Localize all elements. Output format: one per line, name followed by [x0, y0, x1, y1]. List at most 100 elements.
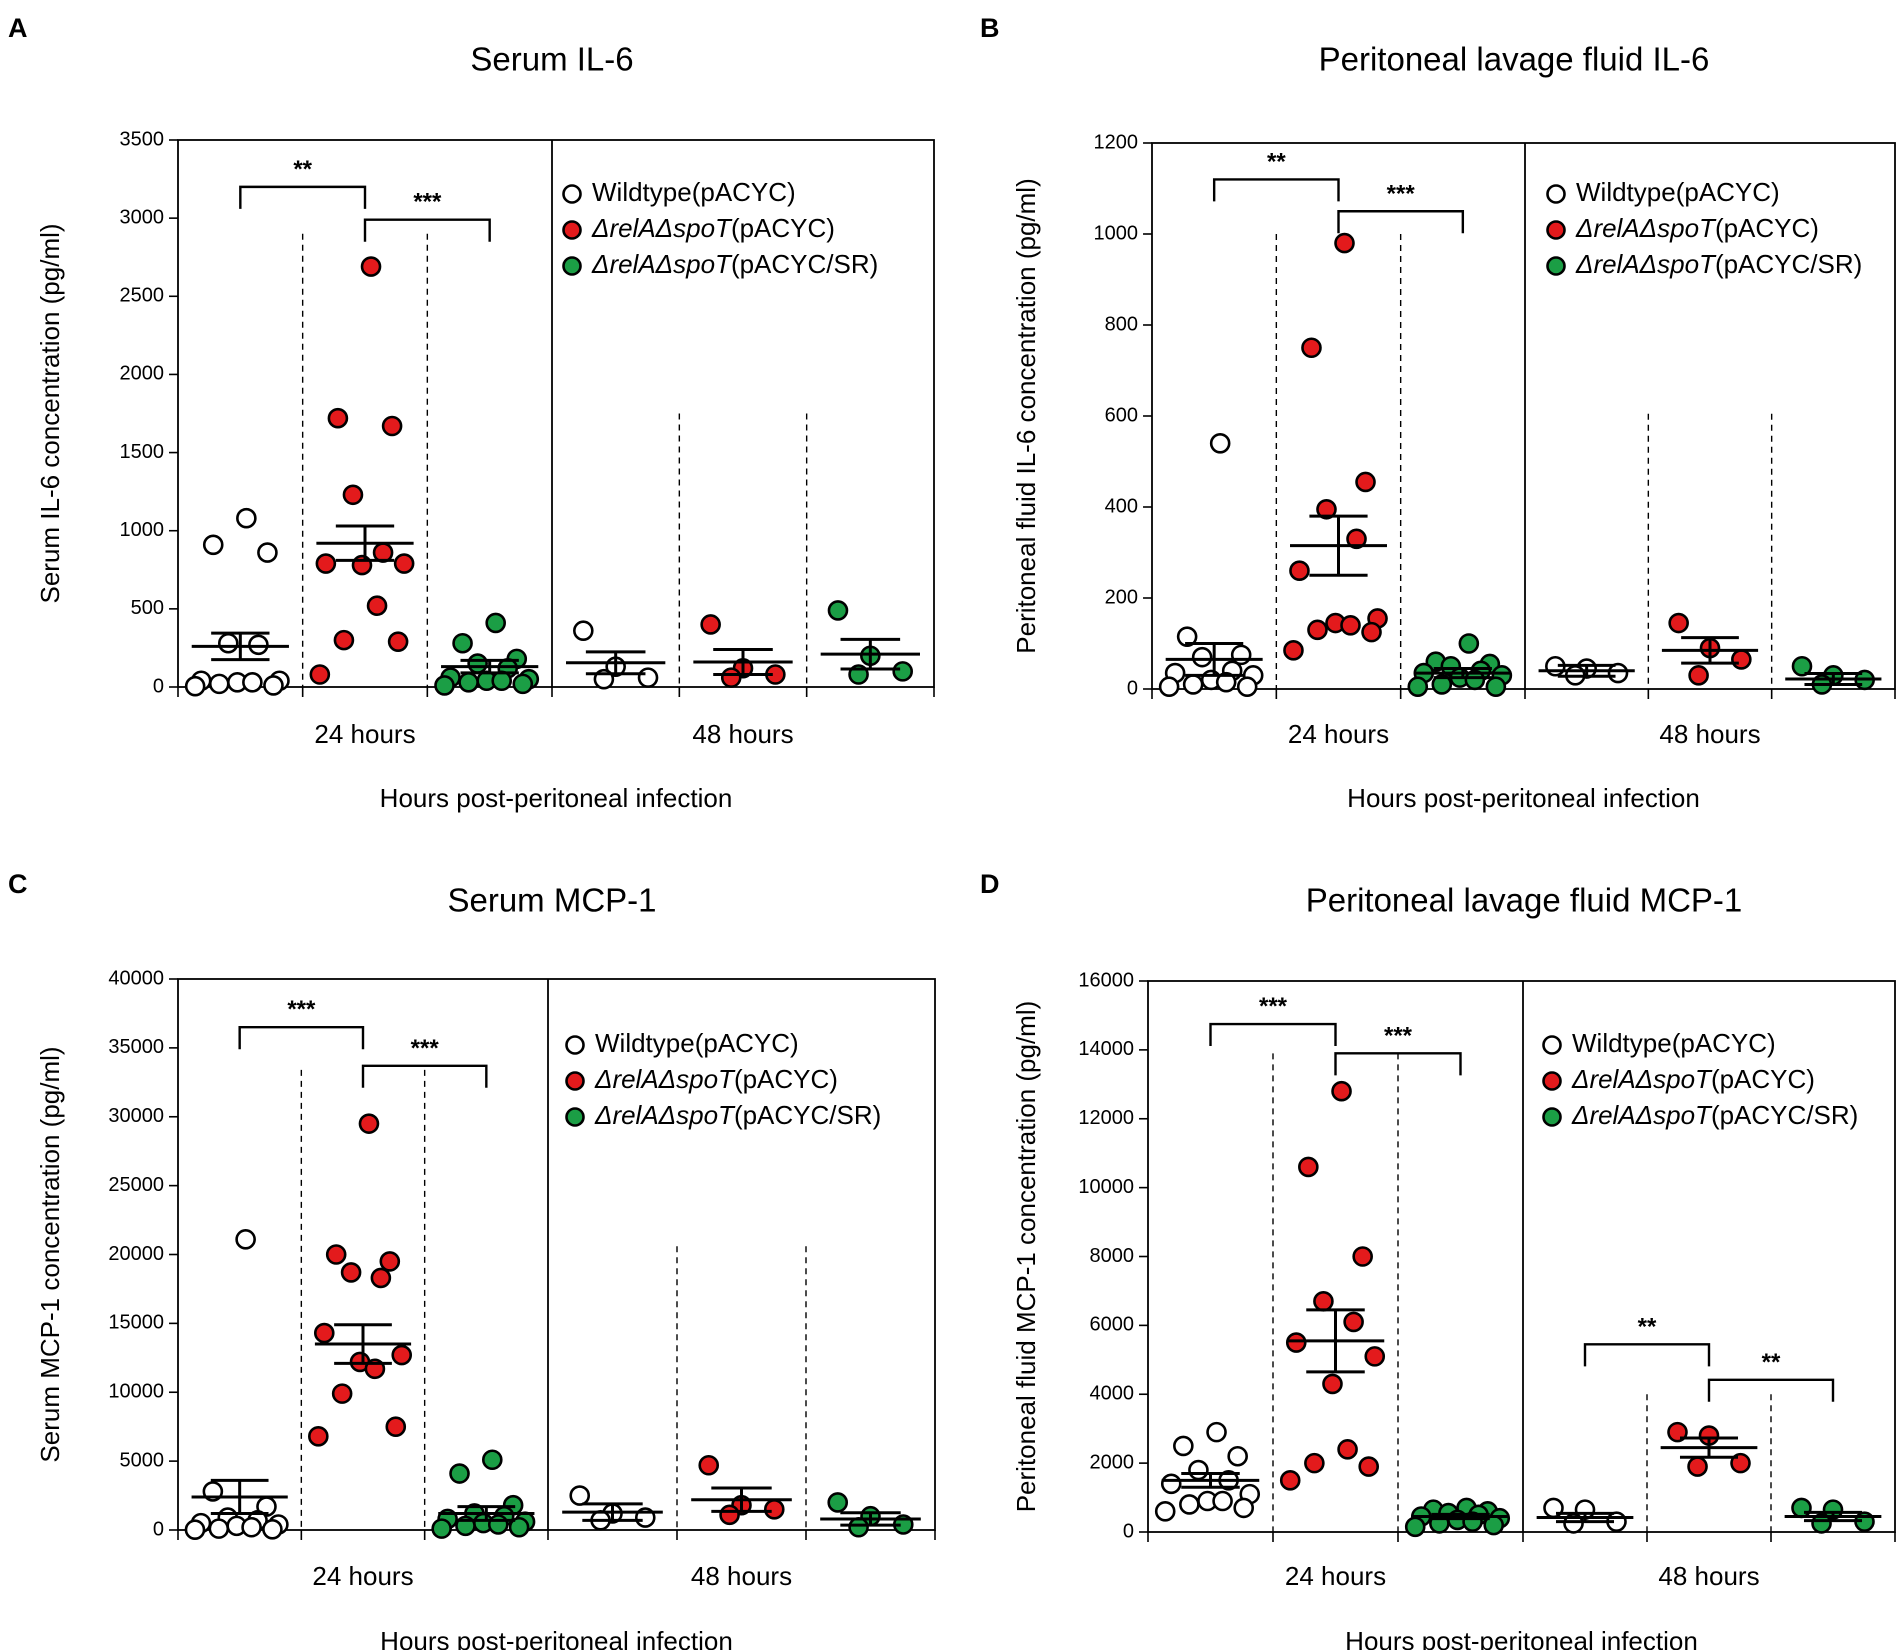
data-point-relA-spoT: [1298, 1156, 1319, 1178]
data-point-relA-spoT: [313, 1322, 335, 1344]
timepoint-label: 24 hours: [312, 1561, 413, 1591]
data-point-relA-spoT: [1301, 337, 1322, 359]
y-tick-label: 2000: [120, 363, 165, 385]
data-point-relA-spoT: [360, 256, 382, 277]
data-point-relA-spoT-sr: [827, 600, 849, 621]
plot-frame: [177, 978, 936, 1531]
timepoint-label: 24 hours: [1285, 1561, 1386, 1591]
significance-label: **: [1762, 1349, 1781, 1376]
data-point-relA-spoT: [325, 1244, 347, 1265]
y-tick-label: 3000: [120, 206, 165, 228]
legend-text-rest: (pACYC): [734, 1064, 838, 1094]
data-point-relA-spoT-sr: [449, 1463, 470, 1484]
legend-text-rest: (pACYC/SR): [1711, 1100, 1858, 1130]
panel-title: Peritoneal lavage fluid IL-6: [1319, 41, 1710, 78]
legend-text-italic: ΔrelAΔspoT: [591, 213, 733, 243]
y-tick-label: 8000: [1090, 1245, 1135, 1267]
data-point-relA-spoT-sr: [1811, 1513, 1832, 1534]
panel-c: C Serum MCP-1 0 5000 10000 15000 20000 25000 300…: [8, 869, 936, 1650]
y-tick-label: 1000: [1094, 222, 1139, 244]
legend-marker-wildtype: [565, 1035, 585, 1055]
data-point-relA-spoT-sr: [458, 672, 479, 693]
data-point-wildtype: [262, 1519, 283, 1540]
data-point-wildtype: [248, 634, 269, 656]
data-point-relA-spoT: [1355, 471, 1376, 493]
data-point-wildtype: [241, 1516, 262, 1538]
legend-marker-relA-spoT: [565, 1071, 585, 1091]
data-point-relA-spoT: [385, 1416, 407, 1437]
data-point-relA-spoT: [358, 1113, 380, 1134]
y-tick-label: 1200: [1094, 131, 1139, 153]
panel-d: D Peritoneal lavage fluid MCP-1 0 2000 4000 6…: [980, 869, 1896, 1650]
data-point-relA-spoT: [309, 664, 331, 685]
data-point-wildtype: [1154, 1501, 1176, 1522]
y-tick-label: 6000: [1090, 1314, 1135, 1336]
y-tick-label: 25000: [108, 1174, 164, 1196]
data-point-relA-spoT-sr: [1464, 669, 1486, 691]
data-point-relA-spoT: [340, 1262, 362, 1283]
legend-text-plain: Wildtype(pACYC): [592, 177, 796, 207]
significance-bracket: [363, 218, 491, 242]
data-point-relA-spoT: [1340, 614, 1361, 636]
data-point-relA-spoT: [700, 614, 721, 635]
data-point-wildtype: [1176, 626, 1198, 647]
legend-marker-relA-spoT-sr: [562, 256, 582, 276]
data-point-relA-spoT: [1285, 1332, 1307, 1353]
data-point-wildtype: [1182, 674, 1204, 695]
data-point-relA-spoT: [1316, 498, 1337, 520]
data-point-relA-spoT-sr: [1791, 1497, 1812, 1519]
data-point-wildtype: [1215, 671, 1237, 693]
data-point-relA-spoT: [719, 1504, 740, 1526]
data-point-relA-spoT-sr: [848, 1516, 869, 1538]
legend-label-relA-spoT-sr: ΔrelAΔspoT(pACYC/SR): [594, 1100, 881, 1130]
data-point-wildtype: [236, 507, 257, 529]
data-point-relA-spoT: [381, 415, 403, 437]
legend-label-relA-spoT: ΔrelAΔspoT(pACYC): [594, 1064, 838, 1094]
data-point-relA-spoT: [366, 595, 388, 617]
legend-label-relA-spoT: ΔrelAΔspoT(pACYC): [1571, 1064, 1815, 1094]
legend-marker-relA-spoT: [1546, 220, 1566, 240]
significance-label: ***: [1387, 180, 1416, 207]
data-point-wildtype: [1158, 676, 1180, 698]
data-point-wildtype: [569, 1485, 591, 1506]
data-point-wildtype: [1173, 1435, 1194, 1457]
y-tick-label: 12000: [1078, 1107, 1134, 1129]
legend-label-relA-spoT: ΔrelAΔspoT(pACYC): [1575, 213, 1819, 243]
data-point-wildtype: [235, 1229, 256, 1250]
legend-label-relA-spoT-sr: ΔrelAΔspoT(pACYC/SR): [1571, 1100, 1858, 1130]
data-point-wildtype: [1233, 1497, 1255, 1519]
legend-marker-wildtype: [1546, 184, 1566, 204]
x-axis-title: Hours post-peritoneal infection: [1347, 783, 1700, 813]
data-point-relA-spoT: [1334, 232, 1355, 254]
timepoint-label: 48 hours: [1659, 719, 1760, 749]
panel-a: A Serum IL-6 0 500 1000 1500 2000 2500 3000 3500 S…: [8, 13, 935, 813]
data-point-relA-spoT: [1283, 640, 1304, 661]
legend-label-wildtype: Wildtype(pACYC): [1576, 177, 1780, 207]
y-tick-label: 0: [1123, 1520, 1134, 1542]
timepoint-label: 24 hours: [1288, 719, 1389, 749]
legend-text-italic: ΔrelAΔspoT: [1571, 1064, 1713, 1094]
panel-letter: A: [8, 13, 28, 43]
data-point-relA-spoT: [1307, 619, 1328, 641]
data-point-relA-spoT: [763, 1499, 785, 1520]
legend-label-relA-spoT-sr: ΔrelAΔspoT(pACYC/SR): [591, 249, 878, 279]
data-point-relA-spoT: [351, 554, 373, 576]
significance-label: **: [1267, 148, 1286, 175]
y-axis-title: Serum IL-6 concentration (pg/ml): [35, 223, 65, 603]
timepoint-label: 48 hours: [1658, 1561, 1759, 1591]
significance-bracket: [1337, 210, 1465, 234]
legend-text-italic: ΔrelAΔspoT: [1575, 213, 1717, 243]
y-tick-label: 0: [1127, 677, 1138, 699]
y-tick-label: 20000: [108, 1243, 164, 1265]
significance-bracket: [1583, 1343, 1711, 1367]
data-point-relA-spoT: [1687, 1456, 1708, 1477]
y-tick-label: 500: [131, 597, 164, 619]
data-point-wildtype: [242, 672, 263, 693]
y-tick-label: 0: [153, 1518, 164, 1540]
y-tick-label: 1000: [120, 519, 165, 541]
data-point-wildtype: [1179, 1494, 1200, 1515]
data-point-wildtype: [257, 542, 278, 563]
y-tick-label: 10000: [108, 1381, 164, 1403]
panel-title: Peritoneal lavage fluid MCP-1: [1306, 882, 1743, 919]
legend-marker-relA-spoT-sr: [1546, 256, 1566, 276]
